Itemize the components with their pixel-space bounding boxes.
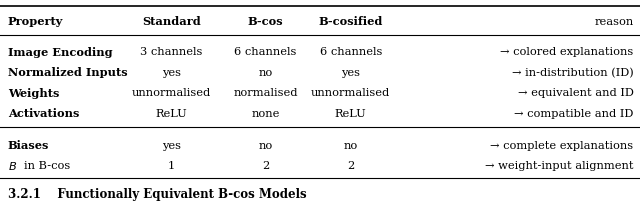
Text: B-cos: B-cos [248,16,284,27]
Text: → colored explanations: → colored explanations [500,47,634,57]
Text: ReLU: ReLU [335,108,367,118]
Text: reason: reason [595,17,634,26]
Text: Property: Property [8,16,63,27]
Text: yes: yes [162,68,181,77]
Text: in B-cos: in B-cos [24,160,70,170]
Text: 3.2.1    Functionally Equivalent B-cos Models: 3.2.1 Functionally Equivalent B-cos Mode… [8,187,307,200]
Text: 2: 2 [347,160,355,170]
Text: 6 channels: 6 channels [234,47,297,57]
Text: yes: yes [162,140,181,150]
Text: normalised: normalised [234,88,298,98]
Text: → weight-input alignment: → weight-input alignment [485,160,634,170]
Text: 3 channels: 3 channels [140,47,203,57]
Text: no: no [259,140,273,150]
Text: 1: 1 [168,160,175,170]
Text: 2: 2 [262,160,269,170]
Text: no: no [259,68,273,77]
Text: Activations: Activations [8,108,79,119]
Text: Image Encoding: Image Encoding [8,47,112,58]
Text: Weights: Weights [8,87,59,98]
Text: none: none [252,108,280,118]
Text: 6 channels: 6 channels [319,47,382,57]
Text: Standard: Standard [142,16,201,27]
Text: → complete explanations: → complete explanations [490,140,634,150]
Text: → in-distribution (ID): → in-distribution (ID) [512,67,634,78]
Text: $B$: $B$ [8,159,17,171]
Text: Biases: Biases [8,139,49,150]
Text: → equivalent and ID: → equivalent and ID [518,88,634,98]
Text: unnormalised: unnormalised [311,88,390,98]
Text: yes: yes [341,68,360,77]
Text: unnormalised: unnormalised [132,88,211,98]
Text: → compatible and ID: → compatible and ID [514,108,634,118]
Text: no: no [344,140,358,150]
Text: ReLU: ReLU [156,108,188,118]
Text: B-cosified: B-cosified [319,16,383,27]
Text: Normalized Inputs: Normalized Inputs [8,67,127,78]
